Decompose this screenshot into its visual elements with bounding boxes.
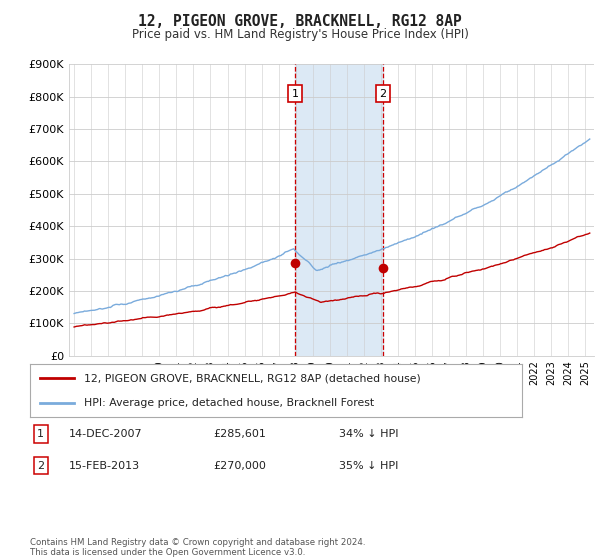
Text: 12, PIGEON GROVE, BRACKNELL, RG12 8AP (detached house): 12, PIGEON GROVE, BRACKNELL, RG12 8AP (d… <box>84 374 421 384</box>
Text: Price paid vs. HM Land Registry's House Price Index (HPI): Price paid vs. HM Land Registry's House … <box>131 28 469 41</box>
Text: £285,601: £285,601 <box>213 429 266 439</box>
Text: 1: 1 <box>292 88 299 99</box>
Text: 34% ↓ HPI: 34% ↓ HPI <box>339 429 398 439</box>
Text: 14-DEC-2007: 14-DEC-2007 <box>69 429 143 439</box>
Bar <box>295 64 383 356</box>
Text: 15-FEB-2013: 15-FEB-2013 <box>69 461 140 471</box>
Text: Contains HM Land Registry data © Crown copyright and database right 2024.
This d: Contains HM Land Registry data © Crown c… <box>30 538 365 557</box>
Text: 2: 2 <box>379 88 386 99</box>
Text: 1: 1 <box>37 429 44 439</box>
Text: 35% ↓ HPI: 35% ↓ HPI <box>339 461 398 471</box>
Text: 2: 2 <box>37 461 44 471</box>
Text: HPI: Average price, detached house, Bracknell Forest: HPI: Average price, detached house, Brac… <box>84 398 374 408</box>
Text: £270,000: £270,000 <box>213 461 266 471</box>
Text: 12, PIGEON GROVE, BRACKNELL, RG12 8AP: 12, PIGEON GROVE, BRACKNELL, RG12 8AP <box>138 14 462 29</box>
